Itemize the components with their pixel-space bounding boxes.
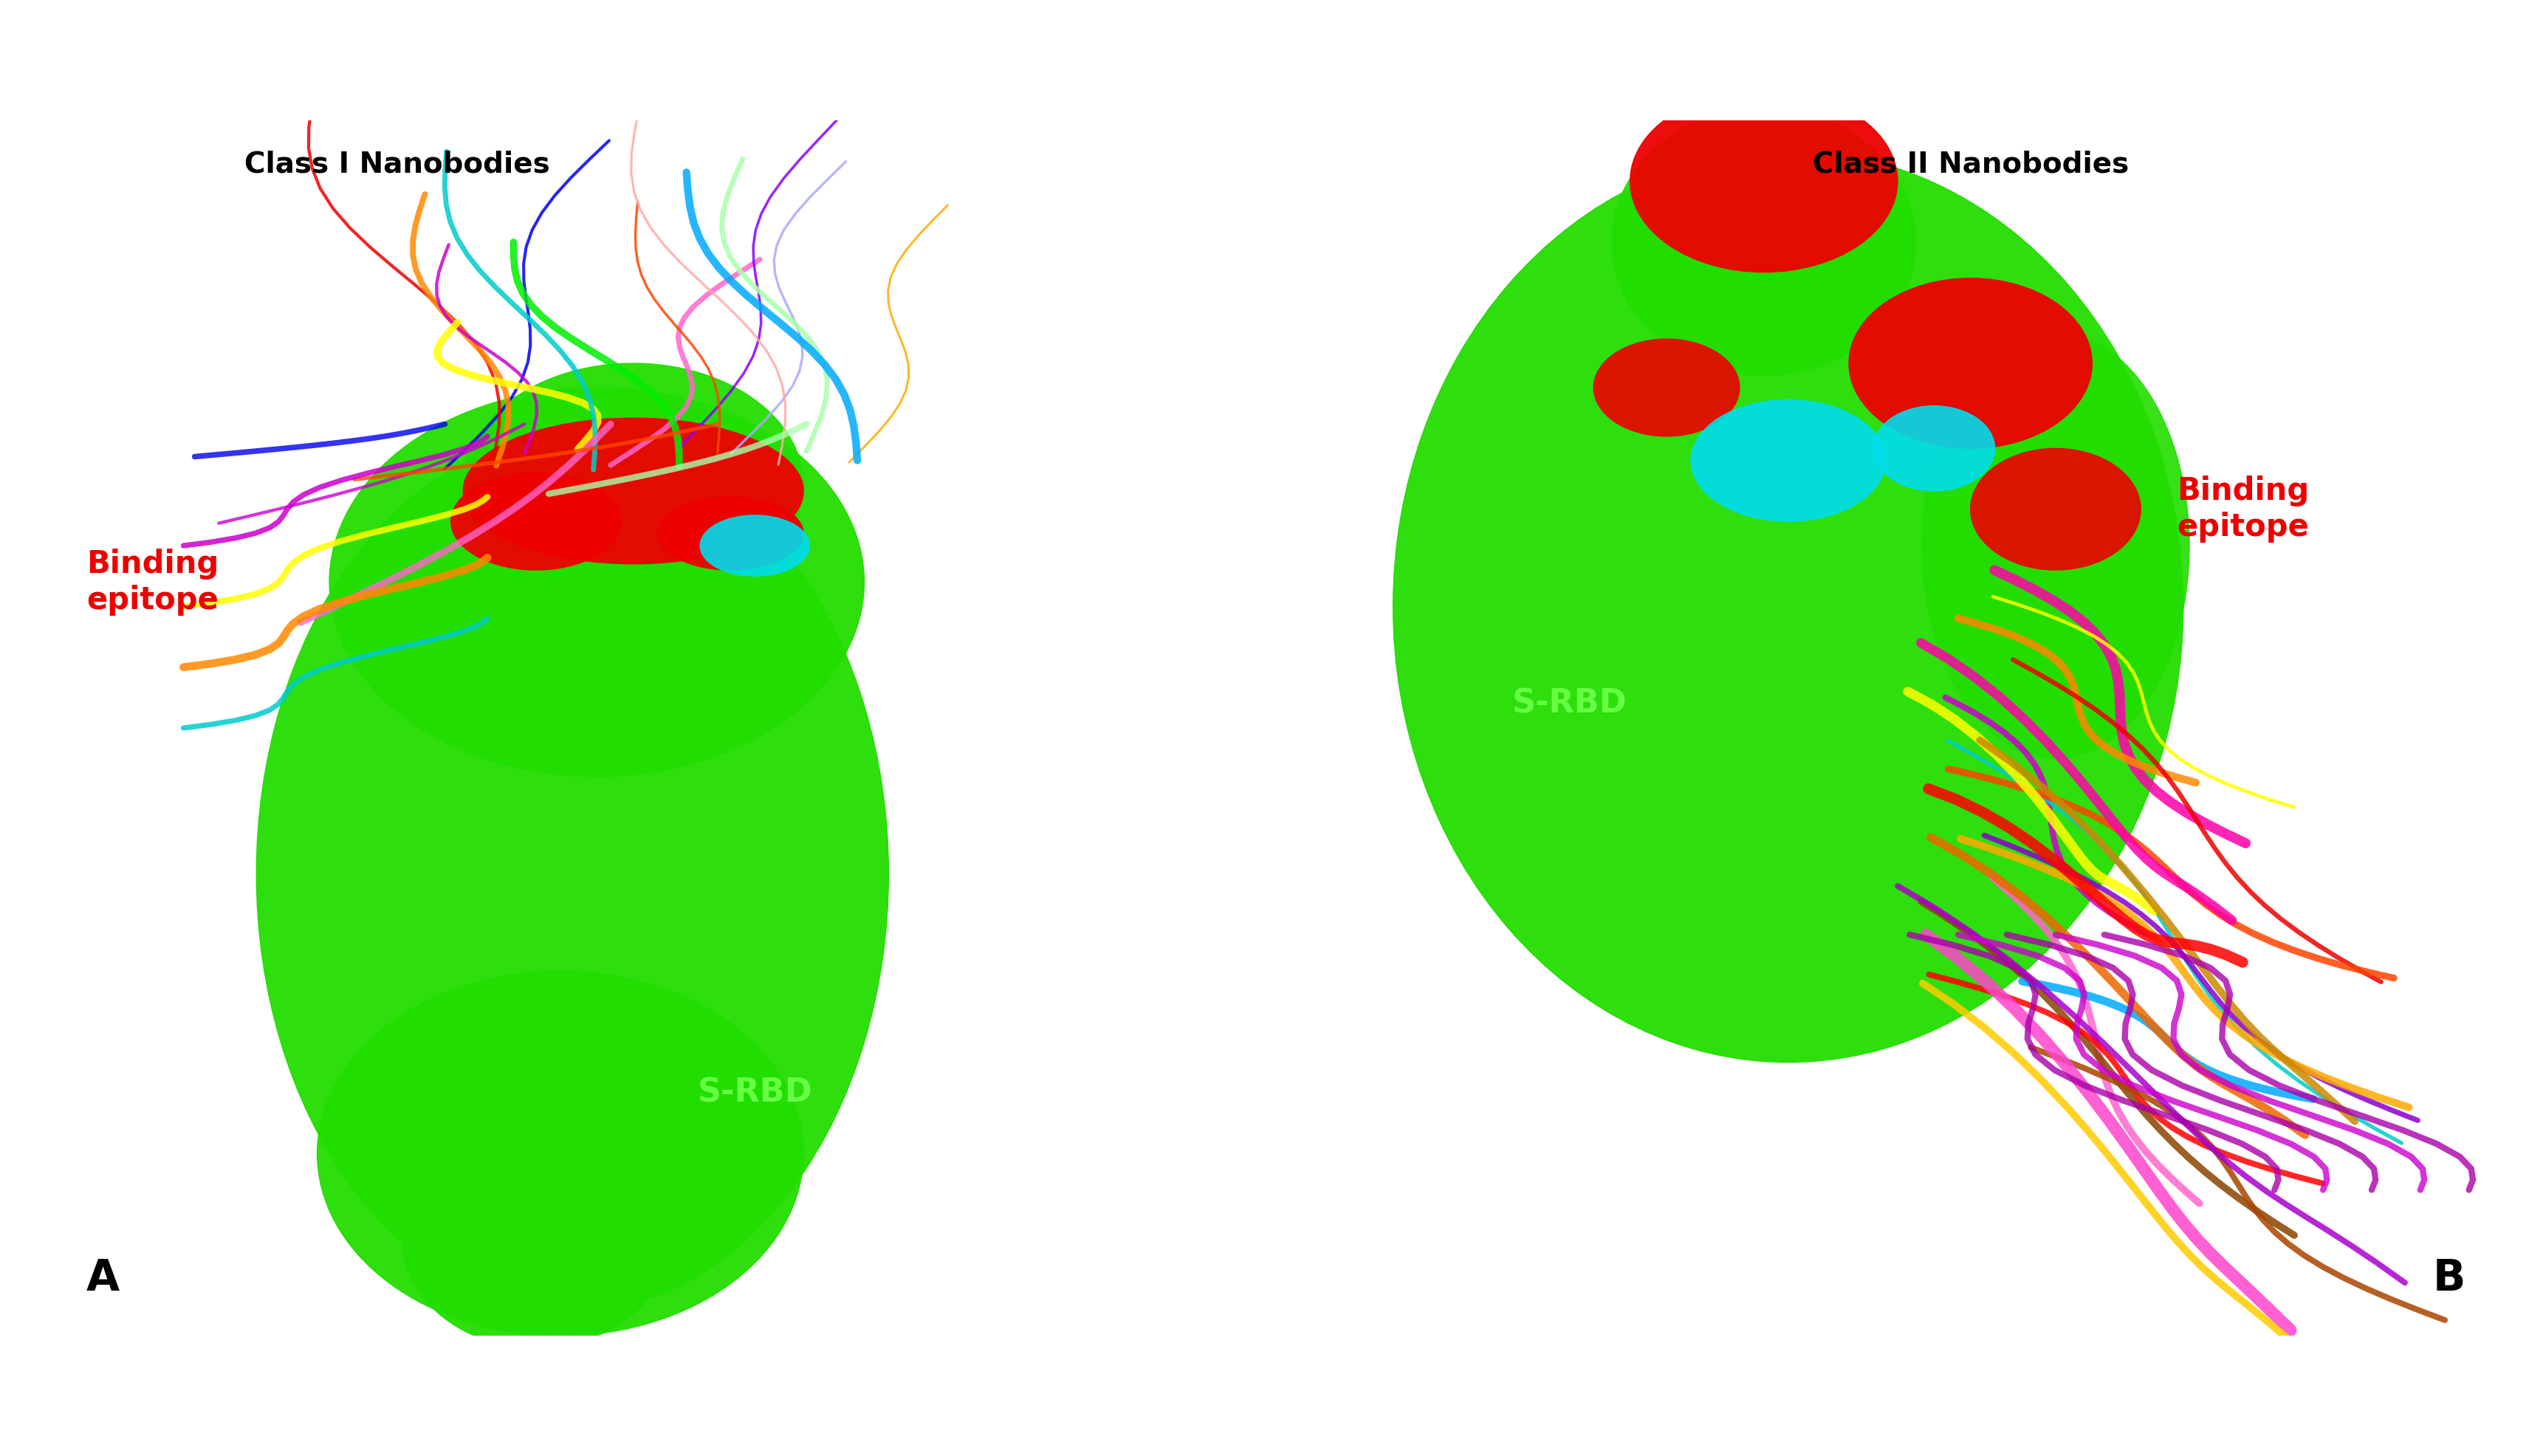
Ellipse shape [1594, 339, 1739, 437]
Ellipse shape [463, 418, 804, 563]
Text: S-RBD: S-RBD [1513, 687, 1628, 719]
Text: Class II Nanobodies: Class II Nanobodies [1813, 150, 2128, 179]
Ellipse shape [1691, 400, 1884, 521]
Ellipse shape [1923, 333, 2190, 759]
Ellipse shape [1849, 278, 2093, 448]
Ellipse shape [1971, 448, 2141, 569]
Ellipse shape [659, 496, 804, 569]
Ellipse shape [1630, 90, 1897, 272]
Text: Binding
epitope: Binding epitope [2177, 476, 2309, 543]
Text: Class I Nanobodies: Class I Nanobodies [244, 150, 549, 179]
Ellipse shape [1612, 108, 1915, 376]
Text: Binding
epitope: Binding epitope [86, 549, 219, 616]
Ellipse shape [450, 473, 620, 569]
Ellipse shape [402, 1130, 669, 1348]
Ellipse shape [1874, 406, 1994, 491]
Ellipse shape [331, 387, 865, 776]
Text: A: A [86, 1257, 120, 1299]
Ellipse shape [257, 437, 888, 1312]
Ellipse shape [1394, 150, 2184, 1063]
Ellipse shape [318, 971, 804, 1335]
Ellipse shape [699, 515, 809, 577]
Text: B: B [2434, 1257, 2464, 1299]
Ellipse shape [463, 364, 804, 607]
Text: S-RBD: S-RBD [697, 1077, 811, 1108]
